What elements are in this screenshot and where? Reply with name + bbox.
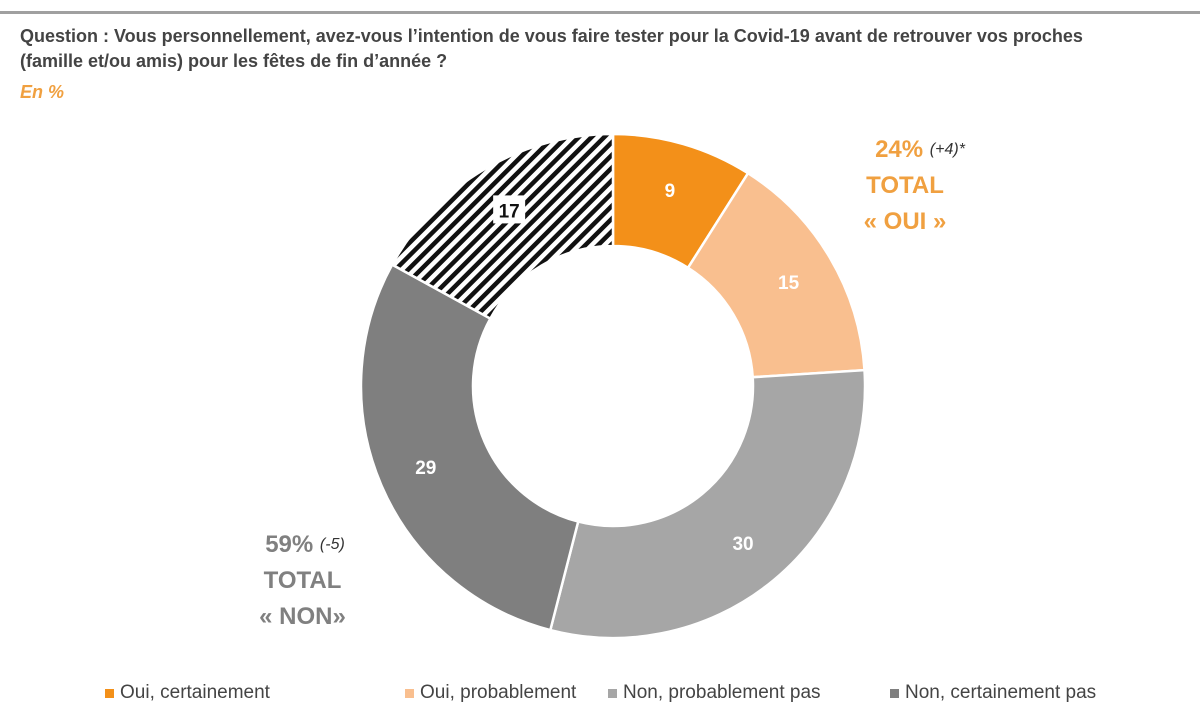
total-non-annotation: 59% (-5) TOTAL « NON» (225, 527, 385, 635)
data-label: 17 (499, 201, 520, 222)
total-oui-change: (+4)* (929, 141, 965, 158)
total-oui-annotation: 24% (+4)* TOTAL « OUI » (840, 132, 1000, 240)
legend-label: Oui, probablement (420, 682, 577, 703)
legend-swatch (405, 688, 414, 698)
legend-item-non-certainement-pas: Non, certainement pas (890, 682, 1096, 704)
legend: Oui, certainement Oui, probablement Non,… (105, 682, 1096, 704)
data-label: 29 (415, 458, 436, 479)
header-divider (0, 11, 1200, 14)
legend-label: Non, probablement pas (623, 682, 821, 703)
total-non-value: 59% (265, 531, 314, 558)
total-oui-value: 24% (875, 136, 924, 163)
data-label-background (493, 195, 526, 224)
legend-item-oui-certainement: Oui, certainement (105, 682, 405, 704)
chart-subtitle: En % (20, 82, 65, 102)
legend-swatch (105, 688, 114, 698)
legend-item-non-probablement-pas: Non, probablement pas (608, 682, 890, 704)
total-oui-label2: « OUI » (863, 208, 947, 235)
legend-swatch (890, 688, 899, 698)
total-non-label2: « NON» (259, 603, 346, 630)
donut-slice (390, 132, 615, 321)
total-non-change: (-5) (319, 536, 345, 553)
legend-item-oui-probablement: Oui, probablement (405, 682, 608, 704)
total-oui-label: TOTAL (866, 172, 944, 199)
data-label: 9 (665, 181, 676, 202)
data-label: 30 (732, 534, 753, 555)
chart-title: Question : Vous personnellement, avez-vo… (20, 26, 1083, 71)
data-label: 15 (778, 273, 800, 294)
donut-slice (359, 262, 580, 632)
legend-label: Non, certainement pas (905, 682, 1097, 703)
legend-swatch (608, 688, 617, 698)
donut-slice (548, 368, 867, 640)
legend-label: Oui, certainement (120, 682, 270, 703)
total-non-label: TOTAL (263, 567, 342, 594)
